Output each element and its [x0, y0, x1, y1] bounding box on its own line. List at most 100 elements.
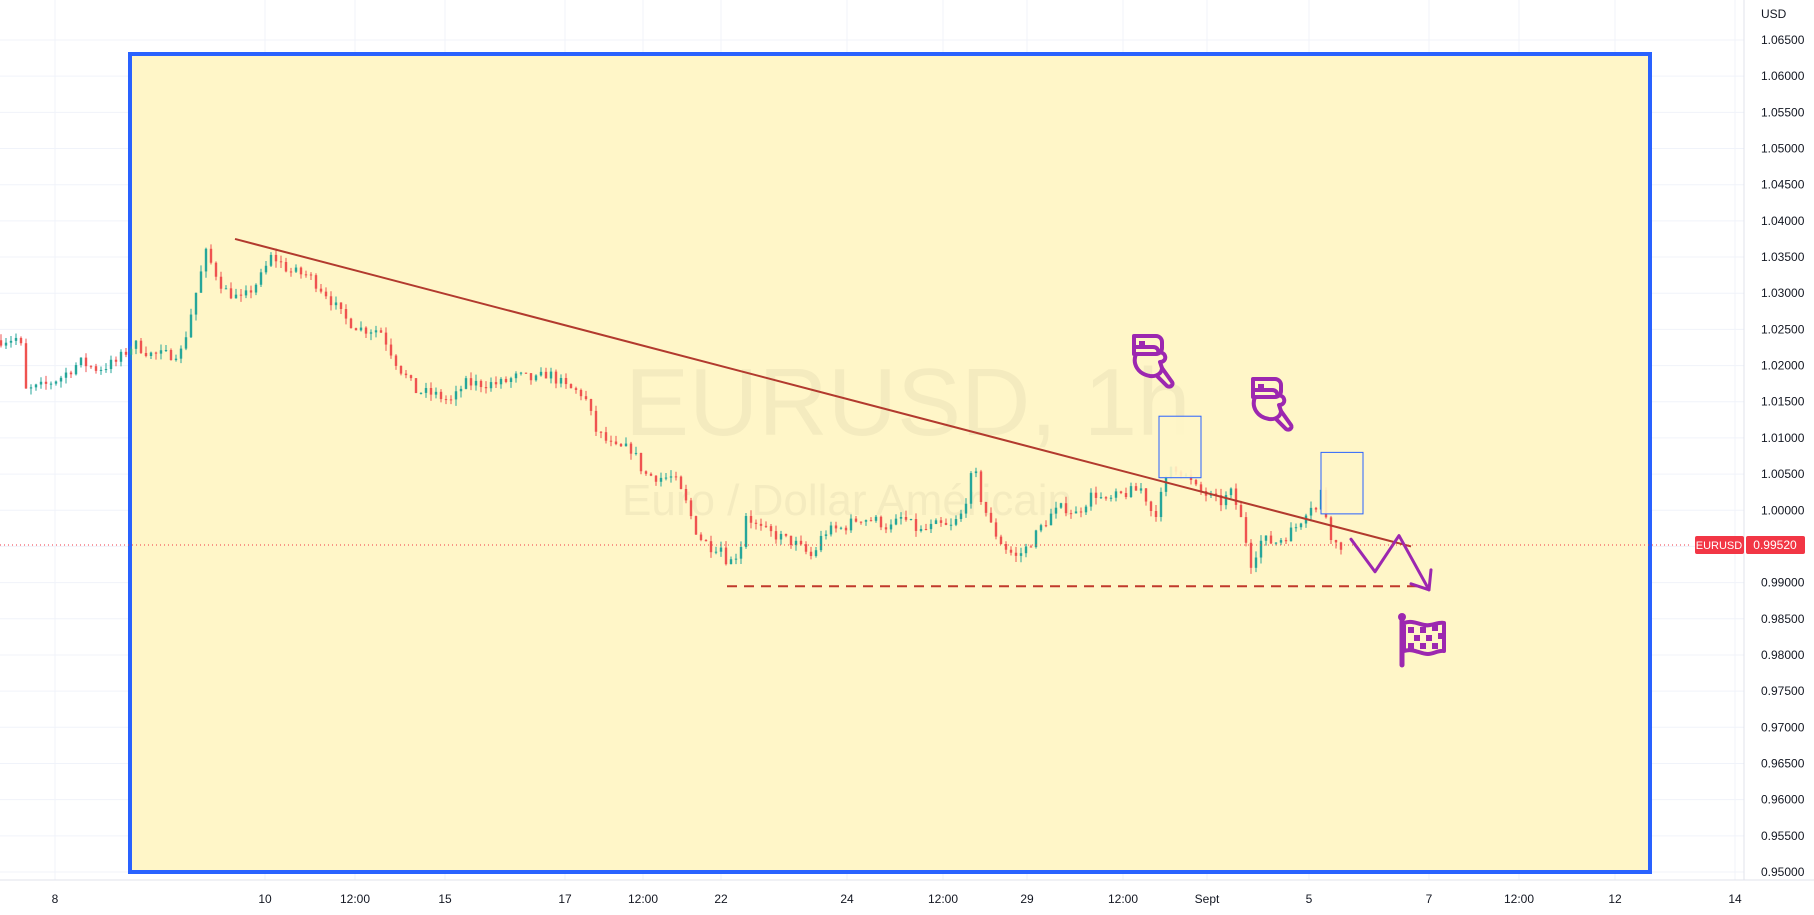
candle-body	[34, 384, 38, 388]
candle-body	[1164, 477, 1168, 492]
price-tick-label: 1.05000	[1761, 142, 1805, 156]
candle-body	[1139, 488, 1143, 491]
candle-body	[1039, 525, 1043, 531]
candle-body	[1069, 513, 1073, 515]
hand-finger	[1274, 409, 1294, 432]
candle-body	[89, 366, 93, 368]
time-tick-label: 12:00	[1504, 892, 1534, 906]
candle-body	[1114, 491, 1118, 498]
candle-body	[559, 377, 563, 384]
candle-body	[1079, 511, 1083, 513]
flag-check	[1414, 635, 1420, 641]
candle-body	[0, 340, 3, 346]
candle-body	[49, 383, 53, 385]
time-tick-label: 29	[1020, 892, 1034, 906]
candle-body	[359, 327, 363, 331]
price-tick-label: 0.99000	[1761, 576, 1805, 590]
last-price-symbol: EURUSD	[1696, 540, 1743, 552]
candle-body	[349, 318, 353, 329]
price-tick-label: 1.03000	[1761, 286, 1805, 300]
price-tick-label: 0.98500	[1761, 612, 1805, 626]
candle-body	[1264, 535, 1268, 541]
hand-palm	[1251, 388, 1287, 422]
candle-body	[764, 525, 768, 527]
candle-body	[649, 473, 653, 476]
candle-body	[1269, 535, 1273, 544]
candle-body	[84, 357, 88, 367]
candle-body	[299, 267, 303, 275]
candle-body	[324, 291, 328, 297]
candle-body	[1294, 527, 1298, 529]
candle-body	[444, 399, 448, 401]
price-tick-label: 0.96500	[1761, 756, 1805, 770]
candle-body	[879, 516, 883, 528]
candle-body	[74, 365, 78, 375]
highlight-area	[128, 52, 1652, 874]
price-tick-label: 1.02500	[1761, 322, 1805, 336]
candle-body	[1009, 549, 1013, 553]
candle-body	[799, 540, 803, 545]
candle-body	[674, 476, 678, 478]
candle-body	[24, 343, 28, 389]
time-tick-label: 15	[438, 892, 452, 906]
candle-body	[1149, 501, 1153, 512]
candle-body	[1094, 492, 1098, 498]
candle-body	[904, 516, 908, 520]
flag-check	[1426, 635, 1432, 641]
time-tick-label: 12:00	[340, 892, 370, 906]
price-tick-label: 1.06500	[1761, 33, 1805, 47]
candle-body	[999, 536, 1003, 545]
flag-check	[1420, 643, 1426, 649]
candle-body	[984, 501, 988, 513]
candle-body	[539, 371, 543, 376]
candle-body	[804, 544, 808, 552]
candle-body	[234, 294, 238, 299]
candle-body	[409, 375, 413, 379]
candle-body	[259, 272, 263, 285]
candle-body	[554, 371, 558, 384]
candle-body	[79, 357, 83, 366]
candle-body	[1059, 503, 1063, 508]
description-watermark: Euro / Dollar Américain	[622, 476, 1072, 525]
candle-body	[1309, 507, 1313, 516]
candle-body	[454, 391, 458, 400]
time-tick-label: 12:00	[1108, 892, 1138, 906]
checkered-flag-icon	[1398, 613, 1446, 668]
candle-body	[1144, 488, 1148, 502]
candle-body	[319, 288, 323, 292]
candle-body	[1249, 542, 1253, 568]
annotations	[234, 237, 1446, 668]
candle-body	[244, 290, 248, 296]
candle-body	[864, 520, 868, 522]
candle-body	[849, 518, 853, 531]
flag-cloth	[1402, 619, 1446, 656]
price-axis[interactable]: USD 1.06500 1.06000 1.05500 1.05000 1.04500 1…	[1743, 0, 1805, 880]
candle-body	[144, 352, 148, 356]
candle-body	[704, 539, 708, 542]
last-price-badge: EURUSD 0.99520	[1695, 535, 1805, 554]
candle-body	[1034, 530, 1038, 548]
candle-body	[1284, 540, 1288, 542]
candle-body	[109, 359, 113, 370]
candle-body	[579, 389, 583, 397]
candle-body	[1154, 511, 1158, 518]
candle-body	[774, 531, 778, 540]
projection-path	[1349, 534, 1431, 592]
candle-body	[209, 248, 213, 263]
price-tick-label: 1.02000	[1761, 359, 1805, 373]
time-axis[interactable]: 8 10 12:00 15 17 12:00 22 24 12:00 29 12:00 Sept 5 7 1…	[0, 879, 1814, 906]
candle-body	[1044, 525, 1048, 527]
candle-body	[604, 432, 608, 441]
candle-body	[189, 314, 193, 338]
candle-body	[669, 476, 673, 478]
candle-body	[544, 371, 548, 379]
candle-body	[494, 382, 498, 385]
candle-body	[404, 373, 408, 376]
candle-body	[254, 284, 258, 293]
candle-body	[384, 332, 388, 345]
candle-body	[1239, 504, 1243, 518]
price-tick-label: 1.04000	[1761, 214, 1805, 228]
candle-body	[1279, 540, 1283, 543]
candle-body	[914, 519, 918, 531]
